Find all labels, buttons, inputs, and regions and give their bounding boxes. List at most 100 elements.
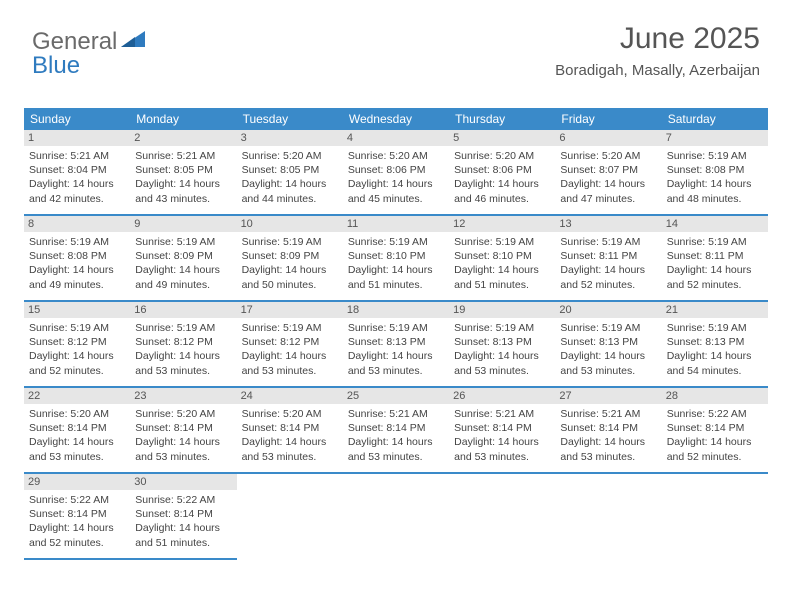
- sunrise-line: Sunrise: 5:19 AM: [29, 321, 125, 335]
- sunset-line: Sunset: 8:14 PM: [560, 421, 656, 435]
- calendar-cell: 4Sunrise: 5:20 AMSunset: 8:06 PMDaylight…: [343, 130, 449, 216]
- daylight-line: Daylight: 14 hours and 53 minutes.: [348, 349, 444, 377]
- calendar-cell: 5Sunrise: 5:20 AMSunset: 8:06 PMDaylight…: [449, 130, 555, 216]
- sunrise-line: Sunrise: 5:19 AM: [667, 321, 763, 335]
- daylight-line: Daylight: 14 hours and 49 minutes.: [29, 263, 125, 291]
- calendar-cell: 19Sunrise: 5:19 AMSunset: 8:13 PMDayligh…: [449, 302, 555, 388]
- day-number: 25: [343, 388, 449, 404]
- sunrise-line: Sunrise: 5:19 AM: [348, 321, 444, 335]
- day-number: 12: [449, 216, 555, 232]
- calendar-cell-empty: [237, 474, 343, 560]
- calendar-cell: 6Sunrise: 5:20 AMSunset: 8:07 PMDaylight…: [555, 130, 661, 216]
- day-number: 1: [24, 130, 130, 146]
- sunrise-line: Sunrise: 5:19 AM: [667, 149, 763, 163]
- sunrise-line: Sunrise: 5:19 AM: [135, 235, 231, 249]
- sunrise-line: Sunrise: 5:21 AM: [348, 407, 444, 421]
- calendar-cell: 20 Sunrise: 5:19 AMSunset: 8:13 PMDayligh…: [555, 302, 661, 388]
- sunset-line: Sunset: 8:13 PM: [348, 335, 444, 349]
- daylight-line: Daylight: 14 hours and 53 minutes.: [348, 435, 444, 463]
- calendar-cell: 14Sunrise: 5:19 AMSunset: 8:11 PMDayligh…: [662, 216, 768, 302]
- day-number: 11: [343, 216, 449, 232]
- day-number: 6: [555, 130, 661, 146]
- calendar-cell: 3Sunrise: 5:20 AMSunset: 8:05 PMDaylight…: [237, 130, 343, 216]
- daylight-line: Daylight: 14 hours and 53 minutes.: [560, 435, 656, 463]
- daylight-line: Daylight: 14 hours and 43 minutes.: [135, 177, 231, 205]
- calendar-cell: 17Sunrise: 5:19 AMSunset: 8:12 PMDayligh…: [237, 302, 343, 388]
- day-number: 10: [237, 216, 343, 232]
- daylight-line: Daylight: 14 hours and 52 minutes.: [667, 435, 763, 463]
- sunrise-line: Sunrise: 5:20 AM: [348, 149, 444, 163]
- calendar-cell: 30Sunrise: 5:22 AMSunset: 8:14 PMDayligh…: [130, 474, 236, 560]
- daylight-line: Daylight: 14 hours and 52 minutes.: [667, 263, 763, 291]
- calendar-cell: 10Sunrise: 5:19 AMSunset: 8:09 PMDayligh…: [237, 216, 343, 302]
- day-number: 2: [130, 130, 236, 146]
- calendar-cell: 2Sunrise: 5:21 AMSunset: 8:05 PMDaylight…: [130, 130, 236, 216]
- logo-text-blue: Blue: [32, 52, 80, 80]
- sunrise-line: Sunrise: 5:19 AM: [560, 235, 656, 249]
- daylight-line: Daylight: 14 hours and 53 minutes.: [454, 435, 550, 463]
- calendar-cell: 1Sunrise: 5:21 AMSunset: 8:04 PMDaylight…: [24, 130, 130, 216]
- calendar-cell: 25Sunrise: 5:21 AMSunset: 8:14 PMDayligh…: [343, 388, 449, 474]
- day-number: 8: [24, 216, 130, 232]
- daylight-line: Daylight: 14 hours and 48 minutes.: [667, 177, 763, 205]
- calendar-cell-empty: [343, 474, 449, 560]
- day-number: 19: [449, 302, 555, 318]
- calendar-cell: 23Sunrise: 5:20 AMSunset: 8:14 PMDayligh…: [130, 388, 236, 474]
- sunset-line: Sunset: 8:09 PM: [135, 249, 231, 263]
- daylight-line: Daylight: 14 hours and 51 minutes.: [454, 263, 550, 291]
- sunset-line: Sunset: 8:13 PM: [560, 335, 656, 349]
- sunset-line: Sunset: 8:13 PM: [667, 335, 763, 349]
- logo-triangle-icon: [121, 29, 145, 49]
- sunset-line: Sunset: 8:07 PM: [560, 163, 656, 177]
- calendar-cell: 7Sunrise: 5:19 AMSunset: 8:08 PMDaylight…: [662, 130, 768, 216]
- daylight-line: Daylight: 14 hours and 44 minutes.: [242, 177, 338, 205]
- calendar-cell: 8Sunrise: 5:19 AMSunset: 8:08 PMDaylight…: [24, 216, 130, 302]
- calendar-cell-empty: [662, 474, 768, 560]
- day-number: 13: [555, 216, 661, 232]
- sunset-line: Sunset: 8:14 PM: [29, 507, 125, 521]
- day-number: 5: [449, 130, 555, 146]
- daylight-line: Daylight: 14 hours and 53 minutes.: [242, 349, 338, 377]
- sunrise-line: Sunrise: 5:19 AM: [242, 235, 338, 249]
- day-number: 20: [555, 302, 661, 318]
- page-title: June 2025: [620, 22, 760, 56]
- calendar-cell: 21Sunrise: 5:19 AMSunset: 8:13 PMDayligh…: [662, 302, 768, 388]
- sunrise-line: Sunrise: 5:21 AM: [135, 149, 231, 163]
- sunset-line: Sunset: 8:14 PM: [135, 507, 231, 521]
- day-number: 15: [24, 302, 130, 318]
- sunrise-line: Sunrise: 5:19 AM: [454, 235, 550, 249]
- daylight-line: Daylight: 14 hours and 54 minutes.: [667, 349, 763, 377]
- sunset-line: Sunset: 8:12 PM: [242, 335, 338, 349]
- calendar-cell: 28Sunrise: 5:22 AMSunset: 8:14 PMDayligh…: [662, 388, 768, 474]
- calendar-cell: 13Sunrise: 5:19 AMSunset: 8:11 PMDayligh…: [555, 216, 661, 302]
- day-number: 22: [24, 388, 130, 404]
- weekday-header: Wednesday: [343, 108, 449, 130]
- sunset-line: Sunset: 8:14 PM: [29, 421, 125, 435]
- sunrise-line: Sunrise: 5:19 AM: [560, 321, 656, 335]
- sunset-line: Sunset: 8:12 PM: [135, 335, 231, 349]
- calendar-cell: 27Sunrise: 5:21 AMSunset: 8:14 PMDayligh…: [555, 388, 661, 474]
- weekday-header: Sunday: [24, 108, 130, 130]
- calendar-cell-empty: [555, 474, 661, 560]
- sunset-line: Sunset: 8:04 PM: [29, 163, 125, 177]
- sunset-line: Sunset: 8:13 PM: [454, 335, 550, 349]
- sunrise-line: Sunrise: 5:20 AM: [560, 149, 656, 163]
- day-number: 14: [662, 216, 768, 232]
- day-number: 9: [130, 216, 236, 232]
- sunset-line: Sunset: 8:10 PM: [454, 249, 550, 263]
- daylight-line: Daylight: 14 hours and 53 minutes.: [242, 435, 338, 463]
- daylight-line: Daylight: 14 hours and 53 minutes.: [560, 349, 656, 377]
- day-number: 23: [130, 388, 236, 404]
- daylight-line: Daylight: 14 hours and 53 minutes.: [135, 435, 231, 463]
- sunrise-line: Sunrise: 5:19 AM: [242, 321, 338, 335]
- sunset-line: Sunset: 8:08 PM: [667, 163, 763, 177]
- daylight-line: Daylight: 14 hours and 53 minutes.: [135, 349, 231, 377]
- day-number: 4: [343, 130, 449, 146]
- sunset-line: Sunset: 8:09 PM: [242, 249, 338, 263]
- daylight-line: Daylight: 14 hours and 49 minutes.: [135, 263, 231, 291]
- sunrise-line: Sunrise: 5:21 AM: [560, 407, 656, 421]
- calendar-cell: 15Sunrise: 5:19 AMSunset: 8:12 PMDayligh…: [24, 302, 130, 388]
- day-number: 30: [130, 474, 236, 490]
- day-number: 26: [449, 388, 555, 404]
- day-number: 18: [343, 302, 449, 318]
